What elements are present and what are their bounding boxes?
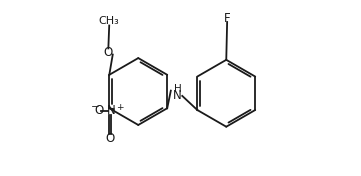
Text: O: O xyxy=(104,46,113,59)
Text: N: N xyxy=(173,89,181,102)
Text: N: N xyxy=(107,104,116,117)
Text: F: F xyxy=(224,12,230,25)
Text: +: + xyxy=(116,103,123,112)
Text: O: O xyxy=(105,132,115,145)
Text: H: H xyxy=(174,84,182,94)
Text: O: O xyxy=(94,104,103,117)
Text: CH₃: CH₃ xyxy=(98,16,119,26)
Text: −: − xyxy=(91,102,100,112)
